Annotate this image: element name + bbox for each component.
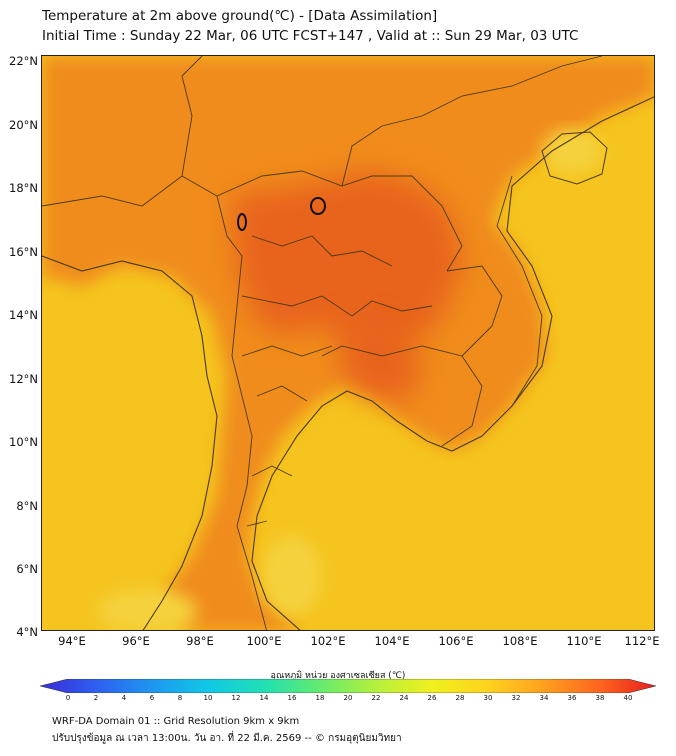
colorbar-tick-label: 20	[343, 694, 353, 702]
colorbar-tick-label: 6	[149, 694, 155, 702]
y-tick-label: 4°N	[16, 625, 38, 639]
footer-update-info: ปรับปรุงข้อมูล ณ เวลา 13:00น. วัน อา. ที…	[52, 733, 402, 744]
colorbar-tick-label: 24	[399, 694, 409, 702]
highland-region	[97, 589, 197, 630]
colorbar-tick-label: 30	[483, 694, 493, 702]
x-tick-label: 96°E	[122, 634, 150, 648]
colorbar-tick-label: 16	[287, 694, 297, 702]
colorbar-tick-label: 38	[595, 694, 605, 702]
border-lines	[42, 56, 603, 630]
colorbar-tick-label: 34	[539, 694, 549, 702]
colorbar-gradient	[40, 679, 656, 693]
colorbar	[40, 679, 656, 693]
colorbar-tick-label: 8	[177, 694, 183, 702]
map-title: Temperature at 2m above ground(℃) - [Dat…	[42, 8, 438, 24]
colorbar-tick-label: 0	[65, 694, 71, 702]
temperature-map[interactable]	[41, 55, 655, 631]
y-tick-label: 14°N	[9, 308, 38, 322]
colorbar-tick-label: 14	[259, 694, 269, 702]
highland-region	[542, 129, 602, 173]
y-tick-label: 12°N	[9, 372, 38, 386]
colorbar-tick-label: 32	[511, 694, 521, 702]
colorbar-tick-label: 22	[371, 694, 381, 702]
y-tick-label: 10°N	[9, 435, 38, 449]
y-tick-label: 20°N	[9, 118, 38, 132]
highland-region	[262, 536, 322, 616]
y-tick-label: 22°N	[9, 54, 38, 68]
x-tick-label: 104°E	[374, 634, 410, 648]
colorbar-tick-label: 18	[315, 694, 325, 702]
colorbar-tick-label: 2	[93, 694, 99, 702]
y-tick-label: 16°N	[9, 245, 38, 259]
map-canvas	[42, 56, 654, 630]
colorbar-tick-label: 4	[121, 694, 127, 702]
x-tick-label: 94°E	[58, 634, 86, 648]
y-tick-label: 6°N	[16, 562, 38, 576]
colorbar-tick-label: 40	[623, 694, 633, 702]
hot-region	[342, 316, 422, 401]
x-tick-label: 98°E	[186, 634, 214, 648]
y-tick-label: 18°N	[9, 181, 38, 195]
x-tick-label: 106°E	[438, 634, 474, 648]
x-tick-label: 110°E	[566, 634, 602, 648]
footer-model-info: WRF-DA Domain 01 :: Grid Resolution 9km …	[52, 716, 300, 727]
x-tick-label: 108°E	[502, 634, 538, 648]
colorbar-tick-label: 26	[427, 694, 437, 702]
hot-region	[232, 171, 462, 356]
x-tick-label: 112°E	[624, 634, 660, 648]
colorbar-tick-label: 12	[231, 694, 241, 702]
colorbar-title: อุณหภูมิ หน่วย องศาเซลเซียส (℃)	[270, 671, 406, 681]
y-tick-label: 8°N	[16, 499, 38, 513]
contour-marker	[237, 213, 247, 231]
coastline	[42, 96, 654, 630]
colorbar-tick-label: 10	[203, 694, 213, 702]
contour-marker	[310, 197, 326, 215]
map-subtitle: Initial Time : Sunday 22 Mar, 06 UTC FCS…	[42, 28, 579, 44]
x-tick-label: 102°E	[310, 634, 346, 648]
island-outline	[541, 131, 608, 185]
colorbar-tick-label: 36	[567, 694, 577, 702]
colorbar-tick-label: 28	[455, 694, 465, 702]
x-tick-label: 100°E	[246, 634, 282, 648]
